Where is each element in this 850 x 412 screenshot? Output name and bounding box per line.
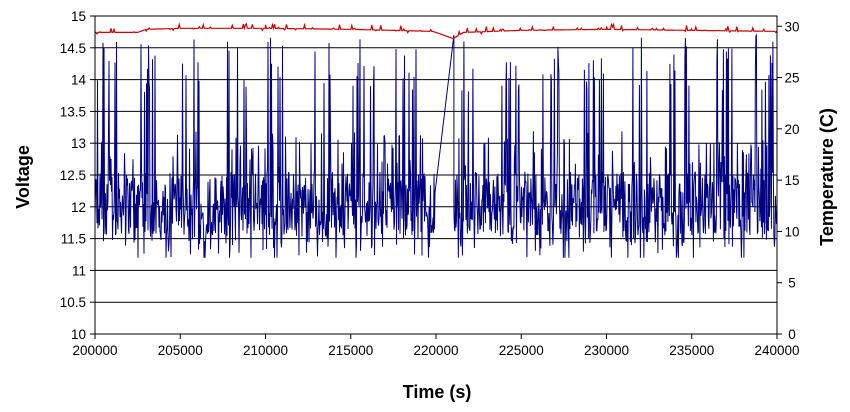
y2-tick-label-6: 30 xyxy=(784,19,799,34)
y-tick-label-2: 11 xyxy=(72,263,86,278)
y-tick-label-6: 13 xyxy=(71,136,86,151)
y-tick-label-9: 14.5 xyxy=(60,41,86,56)
y-axis-title: Voltage xyxy=(13,145,33,209)
y-tick-label-5: 12.5 xyxy=(60,168,86,183)
y2-tick-label-5: 25 xyxy=(784,71,799,86)
y2-tick-label-2: 10 xyxy=(784,224,799,239)
x-axis-ticks: 200000 205000 210000 215000 220000 225000 2300… xyxy=(72,334,800,358)
y-tick-label-3: 11.5 xyxy=(61,232,86,247)
y-tick-label-0: 10 xyxy=(71,327,86,342)
y-tick-label-10: 15 xyxy=(71,9,86,24)
x-tick-label-1: 205000 xyxy=(158,343,203,358)
y-tick-label-1: 10.5 xyxy=(60,295,86,310)
x-tick-label-5: 225000 xyxy=(499,343,544,358)
plot-area xyxy=(95,22,777,258)
y-tick-label-8: 14 xyxy=(71,73,87,88)
y2-tick-label-1: 5 xyxy=(788,276,796,291)
y2-tick-label-0: 0 xyxy=(788,327,796,342)
x-tick-label-8: 240000 xyxy=(754,343,799,358)
x-tick-label-0: 200000 xyxy=(72,343,117,358)
temperature-series-line xyxy=(95,22,777,40)
voltage-series-line xyxy=(95,33,777,258)
x-tick-label-7: 235000 xyxy=(669,343,714,358)
y2-tick-label-3: 15 xyxy=(784,173,799,188)
x-axis-title: Time (s) xyxy=(403,382,472,402)
y2-tick-label-4: 20 xyxy=(784,122,799,137)
y-tick-label-7: 13.5 xyxy=(60,104,86,119)
y-tick-label-4: 12 xyxy=(71,200,86,215)
x-tick-label-4: 220000 xyxy=(413,343,458,358)
y-axis-ticks: 10 10.5 11 11.5 12 12.5 13 13.5 14 14.5 15 xyxy=(60,9,95,342)
y2-axis-title: Temperature (C) xyxy=(817,108,837,246)
x-tick-label-6: 230000 xyxy=(584,343,629,358)
x-tick-label-2: 210000 xyxy=(243,343,288,358)
y2-axis-ticks: 0 5 10 15 20 25 30 xyxy=(777,19,800,342)
x-tick-label-3: 215000 xyxy=(328,343,373,358)
